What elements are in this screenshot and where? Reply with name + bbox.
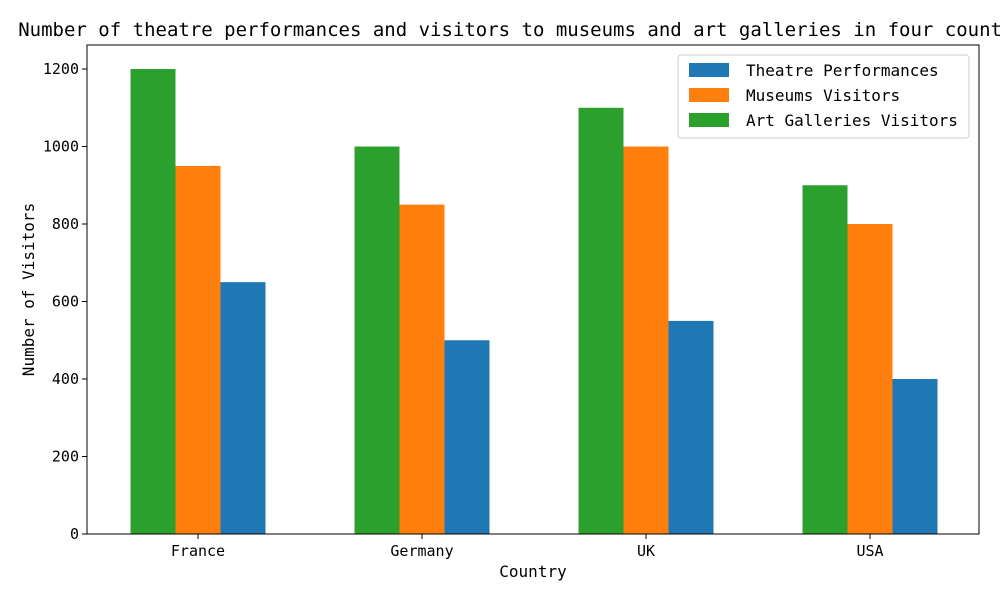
y-tick-label: 600: [52, 293, 79, 311]
x-axis-ticks: France Germany UK USA: [171, 534, 884, 560]
y-tick-label: 200: [52, 448, 79, 466]
bar-theatre-performances-germany: [444, 340, 490, 534]
x-tick-label: Germany: [390, 542, 453, 560]
legend-frame: [677, 54, 970, 139]
legend: Theatre Performances Museums Visitors Art …: [677, 54, 970, 139]
bar-theatre-performances-usa: [892, 379, 938, 534]
bar-art-galleries-visitors-usa: [802, 185, 848, 534]
plot-frame: [86, 44, 980, 535]
y-tick-label: 1000: [43, 138, 79, 156]
bar-art-galleries-visitors-france: [130, 69, 176, 534]
x-tick-label: USA: [856, 542, 883, 560]
legend-swatch-art-galleries-visitors: [689, 113, 729, 127]
y-tick-label: 1200: [43, 60, 79, 78]
legend-label-theatre-performances: Theatre Performances: [746, 61, 939, 80]
legend-label-art-galleries-visitors: Art Galleries Visitors: [746, 111, 958, 130]
legend-label-museums-visitors: Museums Visitors: [746, 86, 900, 105]
bar-art-galleries-visitors-germany: [354, 146, 400, 534]
y-axis-label: Number of Visitors: [19, 203, 38, 376]
bar-theatre-performances-uk: [668, 320, 714, 534]
y-tick-label: 400: [52, 370, 79, 388]
legend-swatch-theatre-performances: [689, 63, 729, 77]
legend-swatch-museums-visitors: [689, 88, 729, 102]
bar-theatre-performances-france: [220, 282, 266, 534]
chart-title: Number of theatre performances and visit…: [18, 19, 1000, 41]
bar-art-galleries-visitors-uk: [578, 107, 624, 534]
y-tick-label: 800: [52, 215, 79, 233]
bars: [130, 69, 938, 535]
y-axis-ticks: 0 200 400 600 800 1000 1200: [43, 60, 87, 543]
y-tick-label: 0: [70, 525, 79, 543]
x-axis-label: Country: [499, 562, 567, 581]
bar-museums-visitors-uk: [623, 146, 669, 534]
bar-museums-visitors-germany: [399, 204, 445, 534]
x-tick-label: UK: [637, 542, 655, 560]
bar-museums-visitors-france: [175, 165, 221, 535]
x-tick-label: France: [171, 542, 225, 560]
bar-museums-visitors-usa: [847, 224, 893, 534]
